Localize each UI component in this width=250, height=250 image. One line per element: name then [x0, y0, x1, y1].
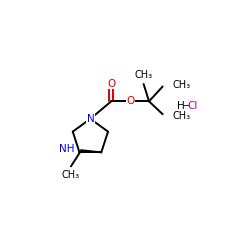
Text: O: O — [107, 78, 115, 88]
Text: CH₃: CH₃ — [172, 111, 190, 121]
Text: −: − — [182, 101, 191, 111]
Text: Cl: Cl — [188, 101, 198, 111]
Text: CH₃: CH₃ — [134, 70, 153, 81]
Text: NH: NH — [59, 144, 74, 154]
Text: N: N — [86, 114, 94, 124]
Text: H: H — [177, 101, 185, 111]
Text: CH₃: CH₃ — [62, 170, 80, 180]
Text: CH₃: CH₃ — [172, 80, 190, 90]
Text: O: O — [126, 96, 135, 106]
